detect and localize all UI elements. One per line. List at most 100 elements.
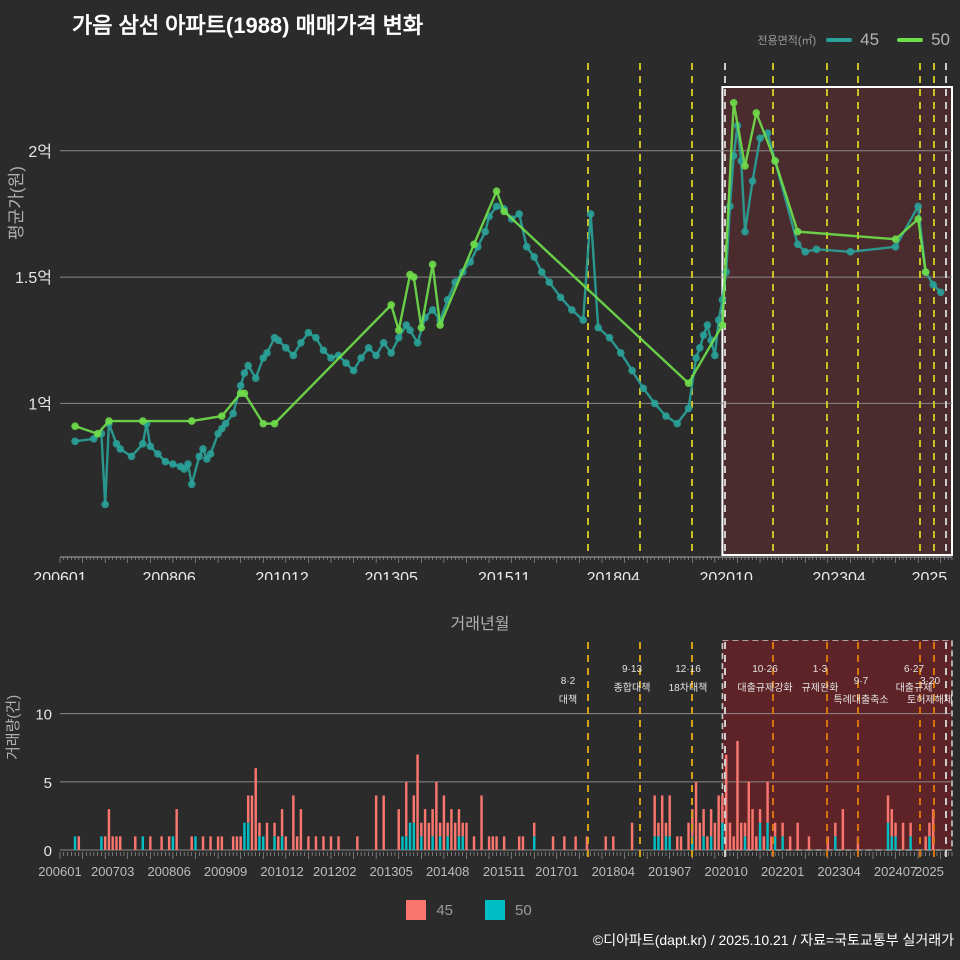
policy-annotation: 12·16 18차대책 bbox=[648, 664, 728, 694]
policy-annotation-name: 종합대책 bbox=[613, 683, 651, 694]
volume-bar-45 bbox=[743, 822, 747, 837]
price-point-50 bbox=[921, 268, 930, 276]
policy-annotation-name: 대출규제강화 bbox=[737, 683, 793, 694]
legend-label-bar-50: 50 bbox=[515, 901, 532, 919]
volume-bar-45 bbox=[491, 836, 495, 850]
legend-swatch-bar-45 bbox=[406, 900, 427, 920]
volume-bar-45 bbox=[924, 836, 927, 850]
volume-bar-45 bbox=[480, 795, 483, 850]
volume-bar-50 bbox=[928, 836, 931, 850]
volume-bar-50 bbox=[773, 836, 777, 850]
price-point-45 bbox=[929, 280, 937, 289]
volume-bar-45 bbox=[292, 795, 295, 850]
volume-bar-45 bbox=[77, 836, 81, 850]
price-point-45 bbox=[406, 326, 414, 334]
volume-bar-45 bbox=[732, 836, 735, 850]
price-point-45 bbox=[394, 333, 403, 342]
x-tick-label: 2025 bbox=[912, 570, 948, 580]
volume-bar-45 bbox=[901, 822, 905, 850]
volume-bar-45 bbox=[762, 836, 766, 850]
x-tick-label-volume: 201202 bbox=[313, 864, 356, 879]
y-axis-label-volume: 거래량(건) bbox=[5, 694, 22, 760]
volume-bar-45 bbox=[766, 781, 769, 823]
policy-annotation-date: 8·2 bbox=[560, 676, 576, 687]
volume-bar-45 bbox=[604, 836, 607, 850]
price-point-50 bbox=[93, 429, 102, 438]
volume-bar-50 bbox=[273, 836, 276, 850]
volume-bar-45 bbox=[755, 836, 758, 850]
policy-annotation-date: 6·27 bbox=[903, 664, 924, 675]
volume-bar-50 bbox=[834, 836, 837, 850]
price-point-50 bbox=[105, 417, 113, 425]
price-point-50 bbox=[409, 273, 418, 281]
volume-bar-45 bbox=[450, 809, 453, 850]
price-point-45 bbox=[696, 344, 704, 352]
volume-bar-45 bbox=[928, 822, 931, 837]
volume-bar-45 bbox=[250, 795, 254, 850]
price-point-45 bbox=[891, 242, 900, 251]
volume-bar-50 bbox=[420, 836, 423, 850]
x-tick-label: 201804 bbox=[587, 570, 640, 580]
volume-bar-45 bbox=[890, 809, 894, 837]
price-point-45 bbox=[199, 445, 207, 453]
price-point-45 bbox=[628, 366, 636, 375]
policy-annotation-date: 9·13 bbox=[621, 664, 642, 675]
volume-bar-50 bbox=[141, 836, 145, 850]
price-point-45 bbox=[195, 452, 204, 461]
price-point-45 bbox=[481, 227, 490, 236]
volume-bar-45 bbox=[834, 822, 837, 837]
footer-credit: ©디아파트(dapt.kr) / 2025.10.21 / 자료=국토교통부 실… bbox=[592, 932, 954, 948]
volume-bar-45 bbox=[472, 836, 476, 850]
volume-bar-45 bbox=[235, 836, 239, 850]
policy-annotation: 9·13 종합대책 bbox=[592, 664, 672, 694]
x-tick-label-volume: 202407 bbox=[874, 864, 917, 879]
volume-bar-45 bbox=[420, 822, 423, 837]
volume-bar-45 bbox=[231, 836, 235, 850]
price-point-50 bbox=[417, 323, 426, 332]
price-point-45 bbox=[289, 351, 298, 360]
price-point-45 bbox=[699, 331, 708, 340]
volume-bar-45 bbox=[111, 836, 114, 850]
volume-bar-50 bbox=[412, 822, 416, 850]
volume-bar-45 bbox=[563, 836, 566, 850]
volume-bar-45 bbox=[427, 822, 431, 850]
volume-bar-45 bbox=[356, 836, 359, 850]
volume-bar-50 bbox=[894, 836, 897, 850]
volume-bar-45 bbox=[190, 836, 193, 850]
price-point-45 bbox=[282, 344, 290, 352]
price-point-45 bbox=[594, 323, 603, 332]
page-title: 가음 삼선 아파트(1988) 매매가격 변화 bbox=[72, 13, 424, 38]
policy-annotation-date: 1·3 bbox=[812, 664, 828, 675]
policy-annotation-name: 대책 bbox=[558, 695, 578, 706]
price-point-45 bbox=[586, 210, 595, 218]
volume-bar-50 bbox=[766, 822, 769, 850]
price-point-45 bbox=[312, 333, 320, 342]
price-point-50 bbox=[684, 379, 693, 388]
volume-bar-45 bbox=[216, 836, 220, 850]
price-point-45 bbox=[327, 354, 335, 362]
volume-bar-45 bbox=[747, 781, 750, 850]
volume-bar-45 bbox=[574, 836, 577, 850]
legend-swatch-45 bbox=[826, 38, 853, 42]
volume-bar-50 bbox=[171, 836, 175, 850]
volume-bar-45 bbox=[657, 822, 660, 837]
volume-bar-45 bbox=[277, 836, 280, 850]
volume-bar-45 bbox=[751, 809, 754, 850]
volume-bar-45 bbox=[713, 822, 717, 850]
x-axis-label-price: 거래년월 bbox=[450, 616, 510, 633]
volume-bar-45 bbox=[679, 836, 683, 850]
x-tick-label-volume: 2025 bbox=[915, 864, 944, 879]
volume-bar-45 bbox=[337, 836, 340, 850]
volume-bar-45 bbox=[446, 822, 449, 837]
price-point-45 bbox=[379, 338, 388, 347]
volume-bar-45 bbox=[788, 836, 792, 850]
price-point-45 bbox=[263, 349, 271, 357]
price-point-45 bbox=[236, 381, 245, 390]
x-tick-label-volume: 202201 bbox=[761, 864, 804, 879]
volume-bar-45 bbox=[405, 781, 408, 837]
legend-label-bar-45: 45 bbox=[436, 901, 453, 919]
volume-bar-45 bbox=[736, 740, 739, 850]
volume-bar-45 bbox=[115, 836, 118, 850]
volume-bar-50 bbox=[438, 836, 442, 850]
volume-bar-45 bbox=[717, 795, 720, 850]
